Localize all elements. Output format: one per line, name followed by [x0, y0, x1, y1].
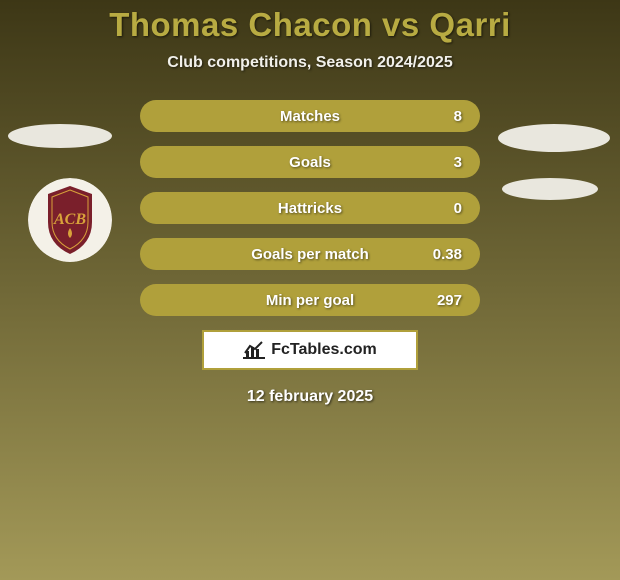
side-ellipse: [8, 124, 112, 148]
stat-bar: Min per goal297: [140, 284, 480, 316]
stat-label: Hattricks: [158, 200, 462, 217]
stat-bar: Matches8: [140, 100, 480, 132]
stat-value: 0.38: [433, 246, 462, 263]
stat-label: Matches: [158, 108, 462, 125]
club-badge-icon: ACB: [28, 178, 112, 262]
stat-bar: Hattricks0: [140, 192, 480, 224]
stat-bars: Matches8Goals3Hattricks0Goals per match0…: [140, 100, 480, 316]
svg-text:ACB: ACB: [53, 211, 86, 228]
stat-bar: Goals per match0.38: [140, 238, 480, 270]
stat-value: 3: [454, 154, 462, 171]
stat-value: 8: [454, 108, 462, 125]
stat-label: Goals: [158, 154, 462, 171]
branding-box: FcTables.com: [202, 330, 418, 370]
stat-label: Goals per match: [158, 246, 462, 263]
side-ellipse: [498, 124, 610, 152]
branding-text: FcTables.com: [271, 341, 377, 359]
subtitle: Club competitions, Season 2024/2025: [0, 54, 620, 72]
page-title: Thomas Chacon vs Qarri: [0, 6, 620, 44]
date-line: 12 february 2025: [0, 388, 620, 406]
stat-bar: Goals3: [140, 146, 480, 178]
side-ellipse: [502, 178, 598, 200]
stat-value: 0: [454, 200, 462, 217]
chart-icon: [243, 341, 265, 359]
club-badge: ACB: [28, 178, 112, 262]
stat-value: 297: [437, 292, 462, 309]
stat-label: Min per goal: [158, 292, 462, 309]
